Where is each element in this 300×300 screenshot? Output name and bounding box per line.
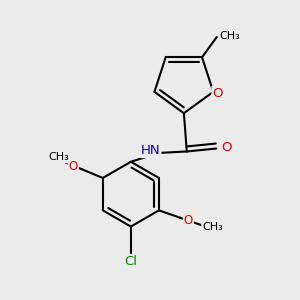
Text: CH₃: CH₃: [49, 152, 69, 162]
Text: Cl: Cl: [124, 255, 137, 268]
Text: CH₃: CH₃: [220, 31, 240, 40]
Text: O: O: [69, 160, 78, 173]
Text: O: O: [184, 214, 193, 226]
Text: CH₃: CH₃: [202, 222, 223, 233]
Text: O: O: [212, 87, 223, 100]
Text: O: O: [221, 141, 232, 154]
Text: HN: HN: [141, 144, 160, 157]
